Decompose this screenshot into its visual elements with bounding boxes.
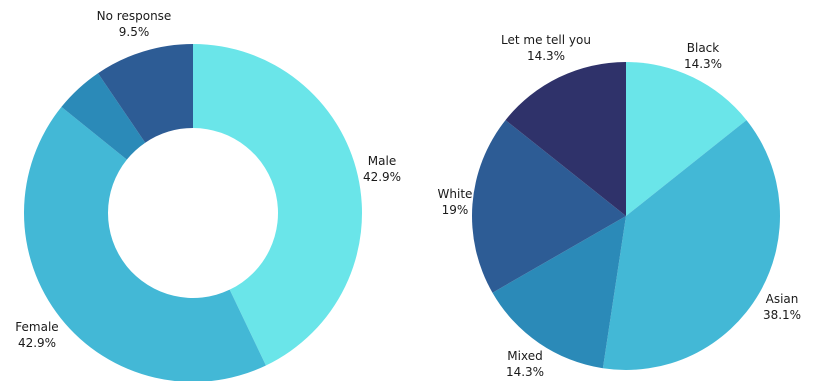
label-no-response-pct: 9.5% [119, 25, 150, 39]
slice-asian [602, 120, 780, 371]
label-asian-name: Asian [766, 292, 799, 306]
slice-male [193, 44, 363, 366]
donut-labels: No response 9.5% Male 42.9% Female 42.9% [15, 9, 401, 350]
slice-other [61, 73, 146, 160]
slice-let-me-tell-you [505, 62, 626, 216]
slice-mixed [492, 216, 626, 369]
slice-white [472, 120, 626, 293]
label-mixed-name: Mixed [507, 349, 542, 363]
label-black-pct: 14.3% [684, 57, 722, 71]
label-let-me-tell-you-name: Let me tell you [501, 33, 591, 47]
label-no-response-name: No response [97, 9, 172, 23]
slice-female [24, 106, 266, 381]
label-female-pct: 42.9% [18, 336, 56, 350]
label-white-pct: 19% [442, 203, 469, 217]
label-asian-pct: 38.1% [763, 308, 801, 322]
label-black-name: Black [687, 41, 720, 55]
label-female-name: Female [15, 320, 58, 334]
label-let-me-tell-you-pct: 14.3% [527, 49, 565, 63]
slice-black [626, 62, 747, 216]
donut-chart [24, 44, 363, 381]
label-male-pct: 42.9% [363, 170, 401, 184]
label-male-name: Male [368, 154, 396, 168]
slice-no-response [98, 44, 193, 143]
label-white-name: White [438, 187, 473, 201]
label-mixed-pct: 14.3% [506, 365, 544, 379]
pie-labels: Let me tell you 14.3% Black 14.3% White … [438, 33, 802, 379]
pie-chart [472, 62, 780, 371]
